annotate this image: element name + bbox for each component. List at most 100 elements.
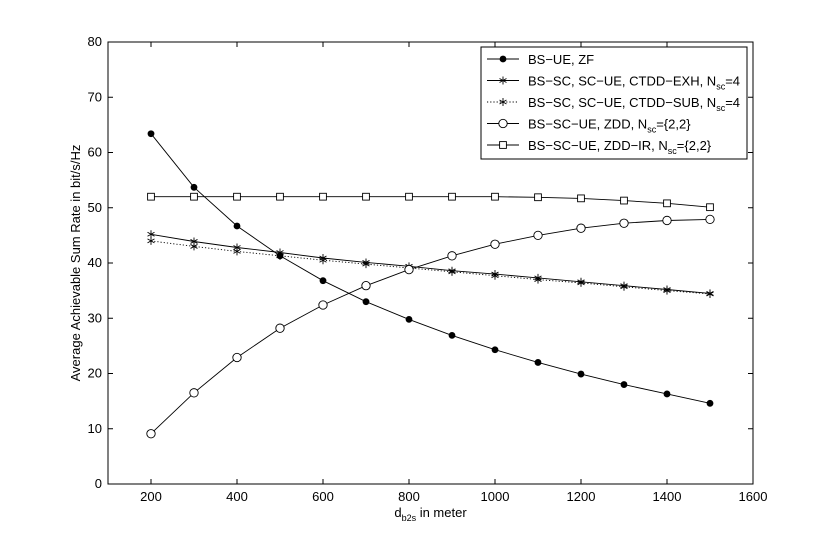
square-marker	[577, 194, 585, 203]
star-marker-stroke	[534, 277, 542, 282]
x-axis-label-sub: b2s	[402, 513, 417, 523]
star-marker-stroke	[663, 288, 671, 294]
data-point	[146, 429, 156, 439]
x-axis-label-rest: in meter	[416, 505, 467, 520]
data-point	[620, 381, 628, 388]
legend-label: BS−SC, SC−UE, CTDD−SUB, Nsc=4	[528, 95, 740, 113]
legend-marker	[499, 141, 507, 149]
legend-label-part: ={2,2}	[656, 117, 691, 132]
data-point	[533, 230, 543, 241]
y-tick-label: 50	[88, 200, 102, 215]
square-marker	[706, 203, 714, 212]
square-marker	[448, 192, 456, 201]
legend-label-part: =4	[725, 95, 740, 110]
data-point	[491, 271, 499, 280]
data-point	[190, 242, 198, 251]
x-tick-label: 1600	[739, 489, 768, 504]
series-4	[147, 192, 714, 212]
data-point	[362, 298, 370, 306]
legend-label-part: ={2,2}	[677, 138, 712, 153]
data-point	[319, 192, 327, 201]
data-point	[233, 247, 241, 256]
data-point	[319, 277, 327, 285]
square-marker	[499, 141, 507, 149]
square-marker	[663, 199, 671, 208]
dot-marker	[706, 399, 714, 407]
legend-box	[480, 46, 748, 160]
data-point	[491, 346, 499, 354]
data-point	[448, 267, 456, 276]
circle-marker	[361, 281, 371, 291]
square-marker	[233, 192, 241, 201]
star-marker-stroke	[620, 284, 628, 290]
circle-marker	[619, 218, 629, 228]
y-tick-label: 0	[95, 476, 102, 491]
data-point	[190, 183, 198, 191]
star-marker-stroke	[448, 269, 456, 275]
data-point	[491, 192, 499, 201]
dot-marker	[620, 381, 628, 388]
data-point	[362, 192, 370, 201]
legend-item: BS−SC, SC−UE, CTDD−SUB, Nsc=4	[487, 95, 740, 113]
legend-label-subscript: sc	[716, 103, 726, 113]
data-point	[233, 222, 241, 230]
y-tick-label: 30	[88, 310, 102, 325]
circle-marker	[662, 215, 672, 226]
star-marker-stroke	[499, 78, 507, 83]
circle-marker	[447, 251, 457, 261]
square-marker	[276, 192, 284, 201]
data-point	[620, 196, 628, 205]
y-tick-label: 40	[88, 255, 102, 270]
data-point	[706, 203, 714, 212]
legend-label-subscript: sc	[647, 125, 657, 135]
y-tick-label: 10	[88, 421, 102, 436]
legend-label-subscript: sc	[716, 82, 726, 92]
star-marker-stroke	[190, 244, 198, 249]
legend-label-part: BS−UE, ZF	[528, 52, 594, 67]
legend-label-part: BS−SC, SC−UE, CTDD−EXH, N	[528, 74, 716, 89]
series-layer	[146, 130, 715, 439]
axes-layer: 200 400 600 800 1000 1200 1400 1600 0 10 20 30 40 50 6…	[68, 34, 767, 523]
legend-label-part: BS−SC, SC−UE, CTDD−SUB, N	[528, 95, 716, 110]
x-tick-label: 600	[312, 489, 334, 504]
data-point	[275, 323, 285, 333]
dot-marker	[448, 331, 456, 339]
square-marker	[190, 192, 198, 201]
data-point	[361, 281, 371, 291]
legend-item: BS−SC−UE, ZDD, Nsc={2,2}	[487, 117, 691, 135]
data-point	[189, 388, 199, 398]
data-point	[706, 289, 714, 298]
dot-marker	[190, 183, 198, 191]
data-point	[448, 192, 456, 201]
legend-item: BS−SC, SC−UE, CTDD−EXH, Nsc=4	[487, 74, 740, 92]
star-marker-stroke	[147, 231, 155, 237]
data-point	[577, 278, 585, 287]
data-point	[577, 194, 585, 203]
data-point	[705, 214, 715, 225]
square-marker	[620, 196, 628, 205]
legend-label-part: BS−SC−UE, ZDD, N	[528, 117, 647, 132]
data-point	[663, 286, 671, 295]
data-point	[405, 315, 413, 323]
circle-marker	[318, 300, 328, 310]
series-line	[150, 133, 711, 404]
legend-item: BS−SC−UE, ZDD−IR, Nsc={2,2}	[487, 138, 712, 156]
x-tick-label: 1000	[481, 489, 510, 504]
data-point	[405, 192, 413, 201]
data-point	[147, 130, 155, 138]
x-tick-label: 800	[398, 489, 420, 504]
star-marker-stroke	[190, 239, 198, 244]
data-point	[190, 192, 198, 201]
square-marker	[405, 192, 413, 201]
star-marker-stroke	[319, 257, 327, 263]
data-point	[448, 331, 456, 339]
data-point	[319, 256, 327, 265]
star-marker-stroke	[706, 291, 714, 297]
y-axis-label: Average Achievable Sum Rate in bit/s/Hz	[68, 145, 83, 382]
dot-marker	[147, 130, 155, 138]
circle-marker	[576, 223, 586, 233]
series-line	[151, 196, 711, 208]
square-marker	[534, 193, 542, 202]
data-point	[318, 300, 328, 310]
star-marker-stroke	[147, 238, 155, 244]
